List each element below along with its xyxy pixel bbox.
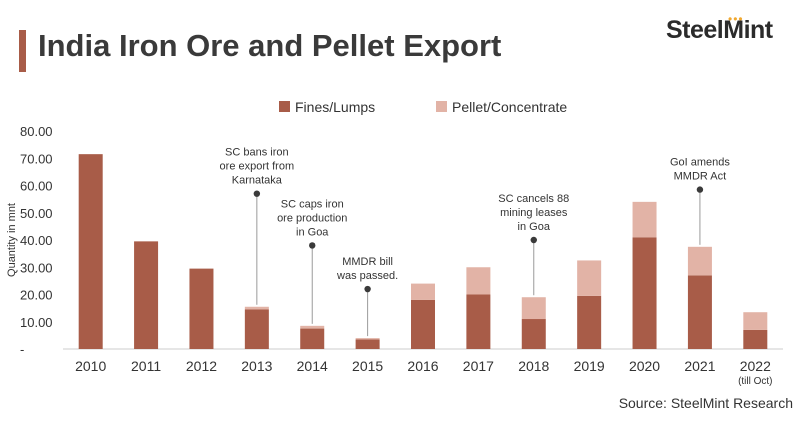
y-tick-label: 10.00 xyxy=(20,315,53,330)
annotation-text: ore export from xyxy=(220,161,295,173)
bar-pellet xyxy=(577,260,602,296)
bar-fines xyxy=(244,309,269,349)
bar-fines xyxy=(466,294,491,349)
x-tick-label: 2013 xyxy=(241,358,272,374)
bar-pellet xyxy=(521,297,546,320)
legend-label: Fines/Lumps xyxy=(295,99,375,115)
annotation-text: MMDR Act xyxy=(674,171,727,183)
annotation-text: SC caps iron xyxy=(281,198,344,210)
bar-fines xyxy=(189,268,214,349)
bar-pellet xyxy=(411,283,435,300)
y-axis-label: Quantity in mnt xyxy=(6,203,18,277)
annotation-text: mining leases xyxy=(500,207,568,219)
brand-logo: SteelMint xyxy=(666,16,773,44)
title-accent-bar xyxy=(19,30,26,72)
y-tick-label: 60.00 xyxy=(20,179,53,194)
y-tick-label: 20.00 xyxy=(20,288,53,303)
x-tick-sublabel: (till Oct) xyxy=(738,376,772,387)
x-tick-label: 2019 xyxy=(574,358,605,374)
x-tick-label: 2010 xyxy=(75,358,106,374)
annotation-dot xyxy=(309,242,316,249)
annotation-text: ore production xyxy=(277,212,347,224)
annotation-text: Karnataka xyxy=(232,175,283,187)
annotation-text: SC bans iron xyxy=(225,147,289,159)
x-tick-label: 2017 xyxy=(463,358,494,374)
bar-pellet xyxy=(743,312,768,330)
y-tick-label: - xyxy=(20,342,24,357)
x-tick-label: 2020 xyxy=(629,358,660,374)
bar-pellet xyxy=(687,246,712,276)
bar-fines xyxy=(300,328,325,349)
annotation-text: in Goa xyxy=(518,221,551,233)
logo-dots-icon: ••• xyxy=(728,12,744,26)
x-tick-label: 2011 xyxy=(131,358,161,374)
bar-pellet xyxy=(355,338,380,340)
x-tick-label: 2015 xyxy=(352,358,383,374)
bar-fines xyxy=(521,319,546,349)
annotation-text: SC cancels 88 xyxy=(498,193,569,205)
legend-swatch xyxy=(436,101,447,112)
annotation-dot xyxy=(253,190,261,197)
y-tick-label: 70.00 xyxy=(20,151,53,166)
annotation-text: GoI amends xyxy=(670,157,730,169)
bar-pellet xyxy=(466,267,491,295)
page-title: India Iron Ore and Pellet Export xyxy=(38,28,502,63)
bar-pellet xyxy=(244,306,269,310)
annotation-text: MMDR bill xyxy=(342,256,393,268)
x-tick-label: 2014 xyxy=(297,358,328,374)
annotation-text: was passed. xyxy=(336,270,398,282)
x-tick-label: 2012 xyxy=(186,358,217,374)
annotation-dot xyxy=(530,236,537,244)
bar-fines xyxy=(577,295,602,349)
annotation-text: in Goa xyxy=(296,226,329,238)
bar-fines xyxy=(78,154,103,349)
y-tick-label: 80.00 xyxy=(20,124,53,139)
annotation-dot xyxy=(696,186,704,193)
bar-fines xyxy=(411,299,435,349)
x-tick-label: 2016 xyxy=(407,358,438,374)
legend-label: Pellet/Concentrate xyxy=(452,99,567,115)
x-tick-label: 2021 xyxy=(684,358,715,374)
annotation-dot xyxy=(364,285,371,293)
y-tick-label: 40.00 xyxy=(20,233,53,248)
x-tick-label: 2022 xyxy=(740,358,771,374)
bar-pellet xyxy=(632,201,657,238)
x-tick-label: 2018 xyxy=(518,358,549,374)
bar-fines xyxy=(134,241,159,349)
source-note: Source: SteelMint Research xyxy=(619,395,793,411)
y-tick-label: 50.00 xyxy=(20,206,53,221)
bar-pellet xyxy=(300,325,325,329)
bar-fines xyxy=(743,329,768,349)
y-tick-label: 30.00 xyxy=(20,260,53,275)
bar-fines xyxy=(687,275,712,349)
bar-fines xyxy=(355,339,380,349)
legend-swatch xyxy=(279,101,290,112)
bar-fines xyxy=(632,237,657,349)
